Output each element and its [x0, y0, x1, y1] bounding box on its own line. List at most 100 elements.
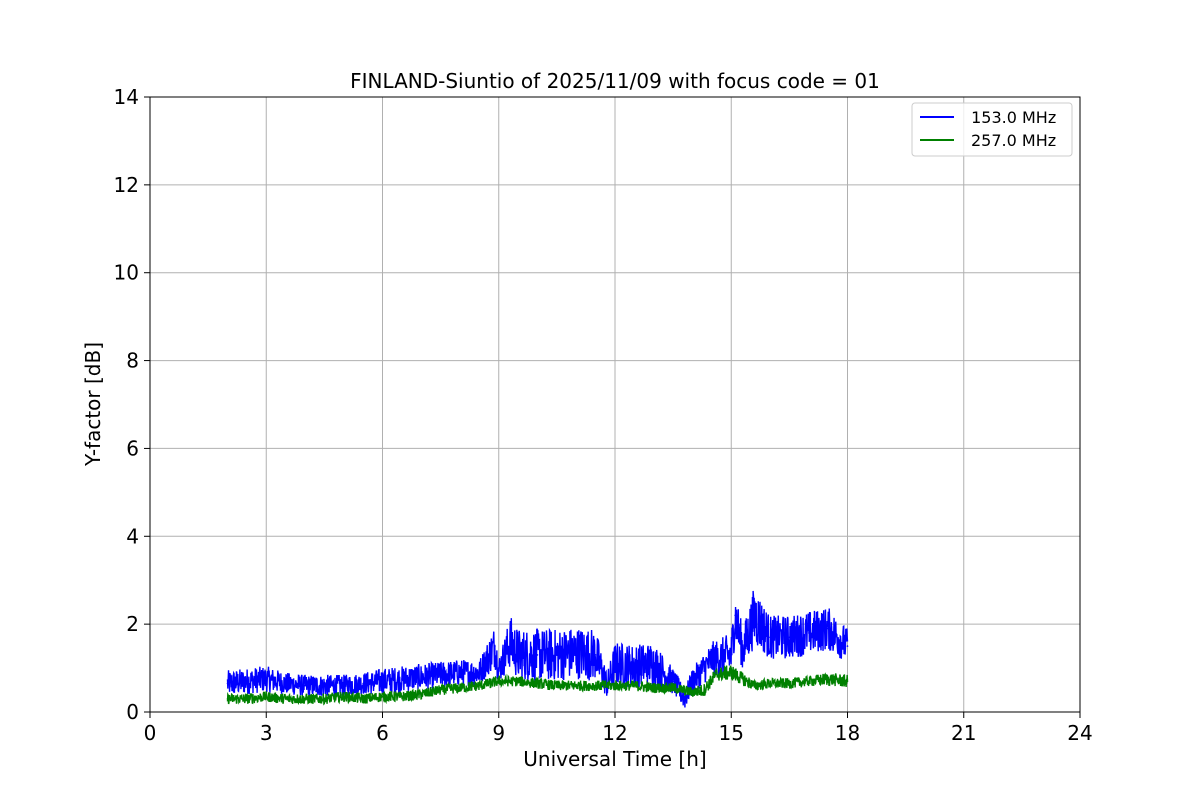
series-1-point [742, 678, 744, 680]
series-0-point [323, 684, 326, 687]
series-1-point [769, 682, 771, 685]
series-0-point [420, 676, 423, 678]
series-0-point [342, 684, 345, 687]
series-1-point [342, 695, 345, 698]
series-0-point [284, 682, 287, 685]
series-0-point [683, 698, 686, 700]
series-0-point [265, 678, 268, 680]
series-0-point [459, 671, 461, 674]
series-1-point [497, 680, 500, 683]
series-1-point [556, 684, 558, 687]
series-1-point [846, 680, 849, 683]
y-tick-label: 12 [114, 173, 139, 197]
series-0-point [734, 614, 736, 617]
legend-label-153mhz: 153.0 MHz [966, 108, 1056, 127]
series-0-point [494, 645, 496, 647]
series-1-point [478, 684, 481, 687]
x-tick-label: 3 [260, 721, 273, 745]
y-tick-label: 8 [126, 349, 139, 373]
series-0-point [769, 636, 771, 639]
series-1-point [714, 673, 717, 676]
series-trace-1 [226, 664, 849, 706]
series-0-point [439, 673, 442, 676]
x-axis-label: Universal Time [h] [523, 747, 706, 771]
series-0-point [478, 671, 481, 674]
series-layer [226, 590, 849, 708]
y-tick-label: 0 [126, 700, 139, 724]
series-1-point [672, 687, 674, 689]
x-tick-label: 6 [376, 721, 389, 745]
series-1-point [691, 691, 694, 694]
chart-title: FINLAND-Siuntio of 2025/11/09 with focus… [350, 69, 880, 93]
series-1-point [284, 698, 287, 700]
series-0-point [711, 658, 713, 661]
x-tick-label: 9 [492, 721, 505, 745]
y-axis-label: Y-factor [dB] [81, 342, 105, 467]
series-1-point [439, 689, 442, 691]
series-1-point [459, 687, 461, 689]
series-0-point [575, 651, 578, 654]
series-1-point [246, 698, 248, 700]
x-tick-label: 18 [835, 721, 860, 745]
series-0-point [381, 680, 384, 683]
y-tick-label: 10 [114, 261, 139, 285]
series-0-point [742, 649, 744, 652]
series-1-point [226, 698, 229, 700]
series-0-point [517, 654, 519, 656]
y-tick-label: 2 [126, 612, 139, 636]
series-1-point [652, 687, 655, 689]
series-0-point [672, 680, 674, 683]
series-1 [226, 664, 849, 706]
series-0-point [556, 654, 558, 656]
series-0-point [846, 645, 849, 647]
series-1-point [401, 695, 403, 698]
series-0-point [362, 682, 364, 685]
series-1-point [753, 684, 756, 687]
legend: 153.0 MHz 257.0 MHz [911, 102, 1073, 157]
x-tick-label: 24 [1067, 721, 1092, 745]
series-1-point [614, 684, 616, 687]
series-0-point [304, 684, 306, 687]
series-1-point [323, 698, 326, 700]
series-1-point [420, 693, 423, 696]
series-1-point [633, 684, 636, 687]
series-1-point [517, 680, 519, 683]
series-0-point [730, 654, 733, 656]
series-0-point [788, 636, 791, 639]
x-tick-label: 0 [144, 721, 157, 745]
y-tick-label: 6 [126, 436, 139, 460]
series-0-point [753, 614, 756, 617]
series-trace-0 [226, 590, 849, 708]
x-tick-label: 12 [602, 721, 627, 745]
series-1-point [788, 682, 791, 685]
series-1-point [265, 695, 268, 698]
series-0-point [614, 662, 616, 665]
grid-lines [150, 97, 1080, 712]
x-tick-label: 15 [719, 721, 744, 745]
series-1-point [362, 698, 364, 700]
series-0-point [401, 678, 403, 680]
legend-label-257mhz: 257.0 MHz [971, 131, 1056, 150]
series-1-point [381, 695, 384, 698]
series-0-point [594, 654, 597, 656]
series-1-point [575, 684, 578, 687]
series-0 [226, 590, 849, 708]
series-1-point [703, 689, 705, 691]
series-1-point [730, 671, 733, 674]
series-0-point [536, 654, 539, 656]
y-tick-label: 4 [126, 524, 139, 548]
series-1-point [594, 684, 597, 687]
series-1-point [807, 680, 810, 683]
series-0-point [807, 632, 810, 634]
series-0-point [226, 682, 229, 685]
series-1-point [827, 678, 829, 680]
series-0-point [652, 662, 655, 665]
series-1-point [304, 698, 306, 700]
series-0-point [691, 680, 694, 683]
series-0-point [633, 665, 636, 667]
x-tick-label: 21 [951, 721, 976, 745]
series-0-point [246, 680, 248, 683]
series-0-point [497, 669, 500, 672]
